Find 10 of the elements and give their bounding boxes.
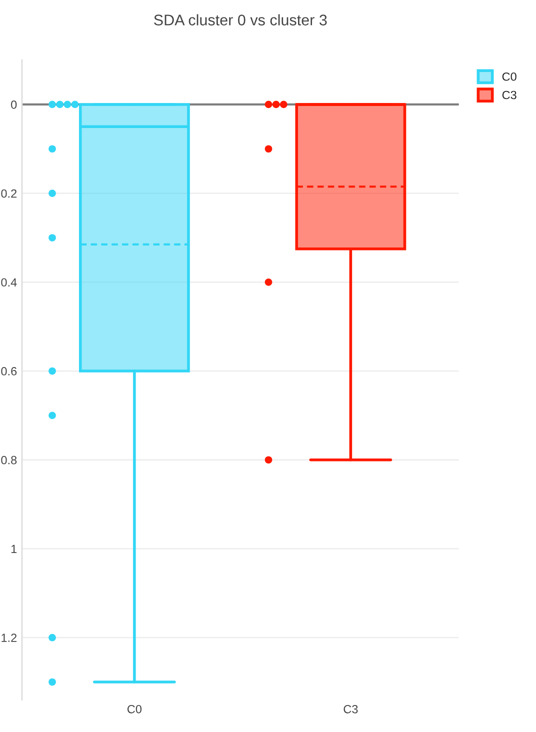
legend-label: C0 [502,72,516,81]
legend-label: C3 [502,90,516,100]
y-tick-label: 1.2 [2,634,17,642]
y-tick-label: 0.4 [1,278,17,287]
y-tick-label: 1 [11,544,17,554]
y-tick-label: 0.2 [1,189,17,198]
y-tick-label: 0.8 [1,456,17,464]
y-tick-label: 0.6 [1,367,17,376]
y-tick-label: 0 [11,100,17,109]
chart-title: SDA cluster 0 vs cluster 3 [154,14,327,26]
